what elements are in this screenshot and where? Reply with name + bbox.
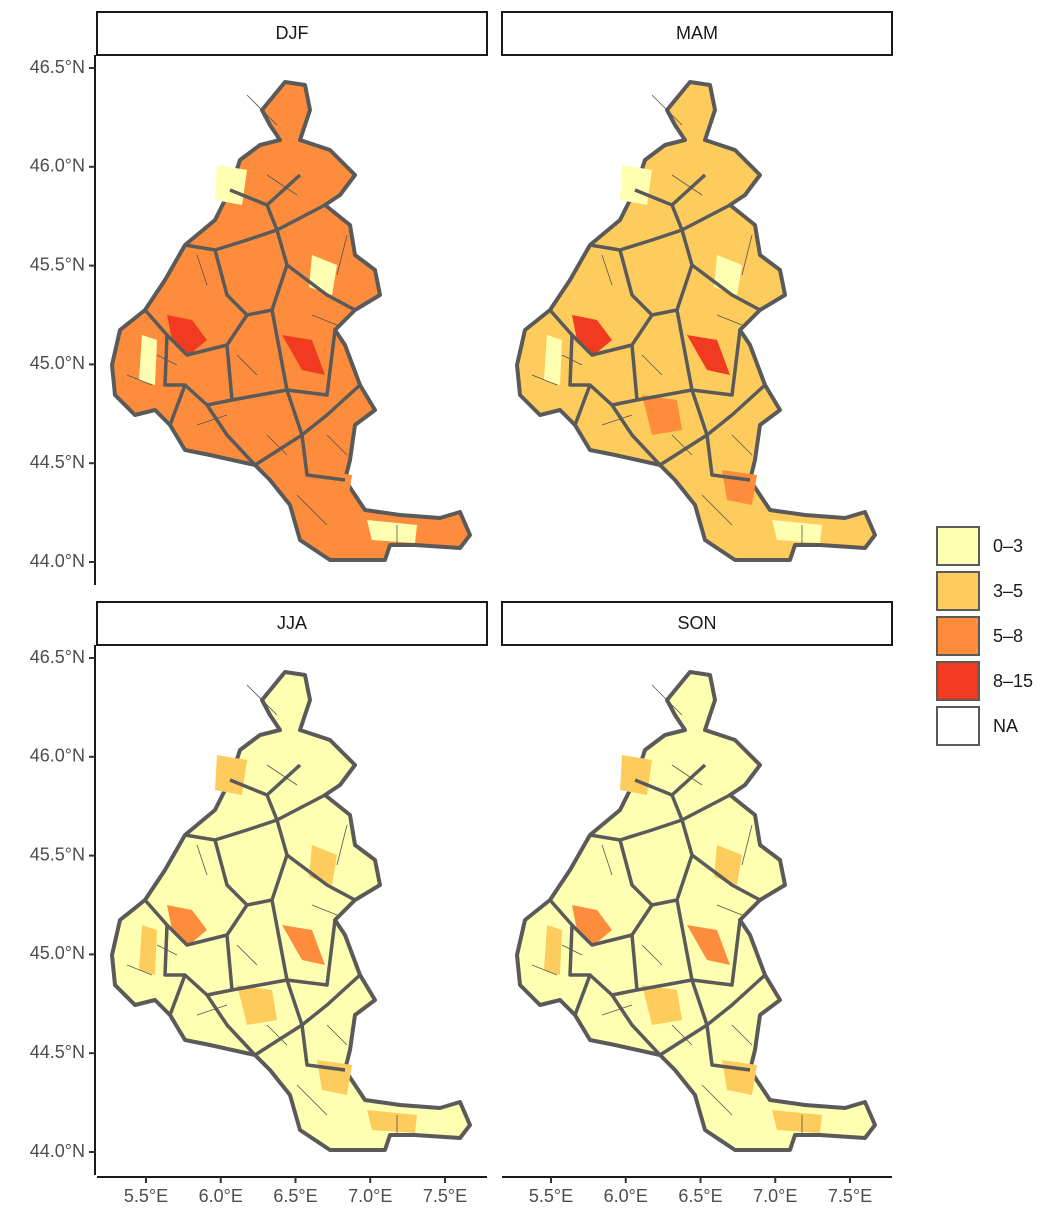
y-tick-label: 44.5°N — [30, 1042, 85, 1062]
map — [110, 80, 472, 562]
panel-title: DJF — [276, 23, 309, 43]
x-tick-label: 7.5°E — [828, 1186, 872, 1206]
map — [515, 80, 877, 562]
y-tick-label: 46.0°N — [30, 156, 85, 176]
legend-key — [936, 526, 980, 566]
panel-title: MAM — [676, 23, 718, 43]
legend-label: 8–15 — [993, 671, 1033, 691]
x-tick-label: 7.0°E — [753, 1186, 797, 1206]
y-tick-label: 46.5°N — [30, 647, 85, 667]
panels: DJF 46.5°N 46.0°N 45.5°N 45.0°N 44.5°N 44.0°N M… — [30, 11, 893, 1206]
y-tick-label: 44.5°N — [30, 452, 85, 472]
map — [110, 670, 472, 1152]
strip — [96, 601, 488, 646]
legend-label: 5–8 — [993, 626, 1023, 646]
x-tick-label: 6.0°E — [199, 1186, 243, 1206]
strip — [501, 11, 893, 56]
legend-key — [936, 661, 980, 701]
x-tick-label: 7.5°E — [423, 1186, 467, 1206]
y-tick-label: 46.0°N — [30, 746, 85, 766]
y-tick-label: 45.0°N — [30, 353, 85, 373]
legend-label: NA — [993, 716, 1018, 736]
x-tick-label: 5.5°E — [124, 1186, 168, 1206]
map — [515, 670, 877, 1152]
y-tick-label: 45.5°N — [30, 254, 85, 274]
y-tick-label: 44.0°N — [30, 551, 85, 571]
y-tick-label: 44.0°N — [30, 1141, 85, 1161]
strip — [501, 601, 893, 646]
x-tick-label: 6.0°E — [604, 1186, 648, 1206]
x-tick-label: 5.5°E — [529, 1186, 573, 1206]
y-tick-label: 46.5°N — [30, 57, 85, 77]
x-tick-label: 6.5°E — [678, 1186, 722, 1206]
y-tick-label: 45.5°N — [30, 844, 85, 864]
panel-title: JJA — [277, 613, 307, 633]
legend-key — [936, 706, 980, 746]
legend-label: 3–5 — [993, 581, 1023, 601]
x-tick-label: 7.0°E — [348, 1186, 392, 1206]
legend-key — [936, 616, 980, 656]
legend-label: 0–3 — [993, 536, 1023, 556]
panel-title: SON — [677, 613, 716, 633]
y-tick-label: 45.0°N — [30, 943, 85, 963]
x-tick-label: 6.5°E — [273, 1186, 317, 1206]
legend-key — [936, 571, 980, 611]
legend: 0–3 3–5 5–8 8–15 NA — [936, 526, 1033, 746]
strip — [96, 11, 488, 56]
